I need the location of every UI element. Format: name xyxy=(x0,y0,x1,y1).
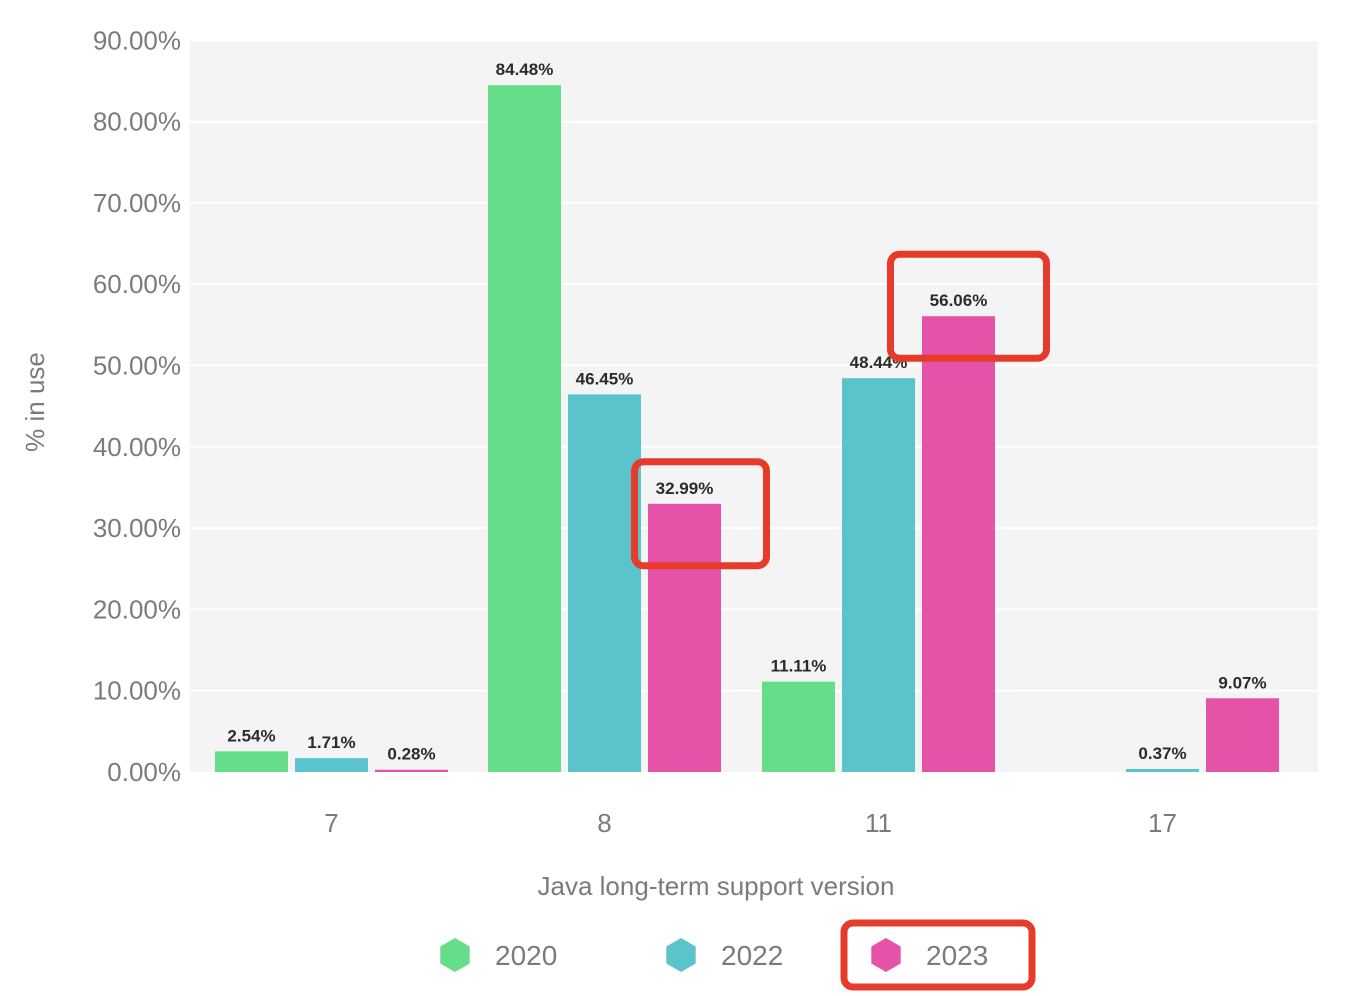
bar-2023-v7 xyxy=(375,769,448,772)
x-axis-ticks: 7 8 11 17 xyxy=(324,808,1177,838)
y-tick-label: 0.00% xyxy=(107,757,181,787)
y-tick-label: 10.00% xyxy=(93,676,181,706)
y-tick-label: 30.00% xyxy=(93,513,181,543)
x-tick-label: 17 xyxy=(1148,808,1177,838)
highlight-box xyxy=(840,919,1036,991)
data-label-2023-v11: 56.06% xyxy=(930,291,988,310)
bar-2023-v17 xyxy=(1206,698,1279,772)
bar-2022-v11 xyxy=(842,378,915,772)
legend-label: 2023 xyxy=(926,940,988,971)
data-label-2023-v8: 32.99% xyxy=(656,479,714,498)
highlight-box xyxy=(887,250,1050,362)
bar-2022-v17 xyxy=(1126,768,1199,772)
legend-item-2023[interactable]: 2023 xyxy=(871,938,988,972)
x-tick-label: 7 xyxy=(324,808,338,838)
legend-label: 2022 xyxy=(721,940,783,971)
data-label-2023-v7: 0.28% xyxy=(387,745,435,764)
bar-2023-v11 xyxy=(922,316,995,772)
highlight-box xyxy=(631,458,770,570)
y-tick-label: 50.00% xyxy=(93,351,181,381)
bar-2022-v7 xyxy=(295,758,368,772)
bar-2020-v7 xyxy=(215,751,288,772)
x-axis-title: Java long-term support version xyxy=(538,871,895,901)
hexagon-icon xyxy=(871,938,901,972)
y-tick-label: 60.00% xyxy=(93,269,181,299)
y-tick-label: 40.00% xyxy=(93,432,181,462)
bar-2020-v8 xyxy=(488,85,561,772)
hexagon-icon xyxy=(440,938,470,972)
bar-2023-v8 xyxy=(648,503,721,772)
legend-item-2022[interactable]: 2022 xyxy=(666,938,783,972)
data-label-2023-v17: 9.07% xyxy=(1218,673,1266,692)
y-tick-label: 20.00% xyxy=(93,594,181,624)
legend-item-2020[interactable]: 2020 xyxy=(440,938,557,972)
data-label-2020-v11: 11.11% xyxy=(771,657,827,676)
y-axis-title: % in use xyxy=(20,352,50,452)
x-tick-label: 11 xyxy=(865,808,892,838)
gridlines xyxy=(190,39,1318,692)
data-label-2022-v8: 46.45% xyxy=(576,369,634,388)
data-label-2022-v17: 0.37% xyxy=(1138,744,1186,763)
bar-2022-v8 xyxy=(568,394,641,772)
bars xyxy=(215,85,1279,772)
plot-area xyxy=(190,41,1318,772)
y-tick-label: 80.00% xyxy=(93,107,181,137)
highlight-annotations xyxy=(631,250,1050,991)
x-tick-label: 8 xyxy=(597,808,611,838)
data-labels: 2.54%84.48%11.11%1.71%46.45%48.44%0.37%0… xyxy=(227,60,1266,764)
y-tick-label: 90.00% xyxy=(93,25,181,55)
y-axis-ticks: 0.00% 10.00% 20.00% 30.00% 40.00% 50.00% 60.00… xyxy=(93,25,181,787)
legend: 2020 2022 2023 xyxy=(440,938,988,972)
y-tick-label: 70.00% xyxy=(93,188,181,218)
data-label-2020-v7: 2.54% xyxy=(227,726,275,745)
bar-2020-v11 xyxy=(762,681,835,772)
hexagon-icon xyxy=(666,938,696,972)
data-label-2022-v7: 1.71% xyxy=(307,733,355,752)
data-label-2020-v8: 84.48% xyxy=(496,60,554,79)
legend-label: 2020 xyxy=(495,940,557,971)
